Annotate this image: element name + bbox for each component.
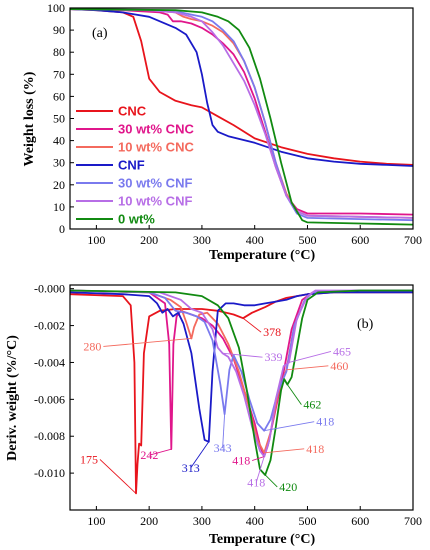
annotation-leader: [255, 456, 265, 483]
panel-b-ytick-label: -0.006: [34, 392, 65, 406]
legend-label: 30 wt% CNC: [118, 122, 194, 137]
annotation-leader: [242, 317, 262, 333]
panel-a-xtick-label: 300: [193, 233, 211, 247]
panel-b-frame: [69, 284, 414, 511]
panel-a-series: [69, 8, 414, 226]
panel-a-ytick-label: 50: [53, 112, 65, 126]
panel-a-ticks: 100 200 300 400 500 600 700 0 10 20 30 40 50 60 70 80 90…: [47, 1, 422, 247]
panel-b-xtick-label: 300: [193, 514, 211, 528]
peak-annotation-280: 280: [83, 339, 101, 353]
legend-label: 0 wt%: [118, 212, 155, 227]
panel-b-xtick-label: 600: [351, 514, 369, 528]
panel-a-series-line-4: [69, 8, 414, 167]
panel-a-label: (a): [92, 26, 108, 41]
panel-b-xtick-label: 100: [87, 514, 105, 528]
peak-annotation-378: 378: [263, 325, 281, 339]
panel-b-ytick-label: -0.008: [34, 429, 65, 443]
panel-b-label: (b): [357, 317, 374, 332]
peak-annotation-460: 460: [330, 359, 348, 373]
panel-a: 100 200 300 400 500 600 700 0 10 20 30 40 50 60 70 80 90…: [22, 1, 422, 263]
peak-annotation-465: 465: [333, 344, 351, 358]
panel-b: 100 200 300 400 500 600 700 -0.000 -0.002 -0.004 -…: [5, 282, 422, 547]
annotation-leader: [222, 352, 263, 358]
panel-b-series-line-4: [69, 291, 413, 443]
panel-a-ytick-label: 40: [53, 134, 65, 148]
panel-a-series-line-6: [69, 8, 414, 219]
panel-b-xlabel: Temperature (°C): [209, 532, 316, 547]
annotation-leader: [287, 384, 302, 405]
panel-b-ytick-label: -0.000: [34, 282, 65, 296]
legend-label: CNF: [118, 158, 145, 173]
panel-a-xtick-label: 200: [140, 233, 158, 247]
annotation-leader: [288, 351, 332, 363]
panel-a-ytick-label: 0: [59, 222, 65, 236]
panel-a-ytick-label: 60: [53, 89, 65, 103]
panel-b-xtick-label: 400: [246, 514, 264, 528]
peak-annotation-420: 420: [279, 480, 297, 494]
panel-b-xtick-label: 700: [404, 514, 422, 528]
annotation-leader: [222, 414, 226, 449]
panel-a-ytick-label: 20: [53, 178, 65, 192]
annotation-leader: [190, 441, 210, 469]
peak-annotation-418: 418: [247, 476, 265, 490]
peak-annotation-175: 175: [80, 452, 98, 466]
legend-label: 10 wt% CNC: [118, 140, 194, 155]
panel-b-ytick-label: -0.002: [34, 319, 65, 333]
panel-a-series-line-1: [69, 8, 414, 166]
annotation-leader: [264, 474, 278, 488]
panel-b-xtick-label: 200: [140, 514, 158, 528]
legend-label: CNC: [118, 104, 147, 119]
peak-annotation-418: 418: [316, 415, 334, 429]
panel-a-ytick-label: 80: [53, 45, 65, 59]
peak-annotation-339: 339: [265, 350, 283, 364]
panel-a-series-line-5: [69, 8, 414, 222]
panel-b-annotations: 175 242 313 280 339 343 378 418 418 418 418 420 462 4…: [80, 317, 351, 494]
panel-b-ticks: 100 200 300 400 500 600 700 -0.000 -0.002 -0.004 -…: [34, 282, 422, 528]
panel-b-xtick-label: 500: [298, 514, 316, 528]
legend-label: 30 wt% CNF: [118, 176, 192, 191]
peak-annotation-418: 418: [232, 454, 250, 468]
peak-annotation-462: 462: [303, 398, 321, 412]
panel-b-ytick-label: -0.010: [34, 466, 65, 480]
annotation-leader: [103, 338, 192, 347]
annotation-leader: [286, 365, 329, 371]
panel-a-xtick-label: 100: [87, 233, 105, 247]
peak-annotation-242: 242: [140, 448, 158, 462]
panel-a-ytick-label: 70: [53, 67, 65, 81]
annotation-leader: [99, 459, 137, 494]
panel-a-xtick-label: 700: [404, 233, 422, 247]
panel-b-series-line-7: [69, 289, 413, 476]
panel-a-legend: CNC 30 wt% CNC 10 wt% CNC CNF 30 wt% CNF 10 w…: [76, 104, 194, 227]
annotation-leader: [149, 448, 172, 456]
panel-a-ytick-label: 90: [53, 23, 65, 37]
panel-a-ytick-label: 10: [53, 200, 65, 214]
peak-annotation-313: 313: [182, 461, 200, 475]
annotation-leader: [264, 448, 305, 454]
panel-a-xlabel: Temperature (°C): [209, 248, 316, 263]
annotation-leader: [252, 456, 265, 461]
annotation-leader: [264, 421, 315, 432]
legend-label: 10 wt% CNF: [118, 194, 192, 209]
peak-annotation-343: 343: [214, 441, 232, 455]
panel-a-ylabel: Weight loss (%): [22, 71, 37, 166]
panel-a-series-line-7: [69, 8, 414, 226]
peak-annotation-418: 418: [306, 442, 324, 456]
panel-a-xtick-label: 500: [298, 233, 316, 247]
panel-a-xtick-label: 600: [351, 233, 369, 247]
panel-a-xtick-label: 400: [246, 233, 264, 247]
panel-b-ylabel: Deriv. weight (%/°C): [5, 335, 20, 461]
panel-b-ytick-label: -0.004: [34, 355, 65, 369]
panel-a-ytick-label: 100: [47, 1, 65, 15]
panel-a-ytick-label: 30: [53, 156, 65, 170]
